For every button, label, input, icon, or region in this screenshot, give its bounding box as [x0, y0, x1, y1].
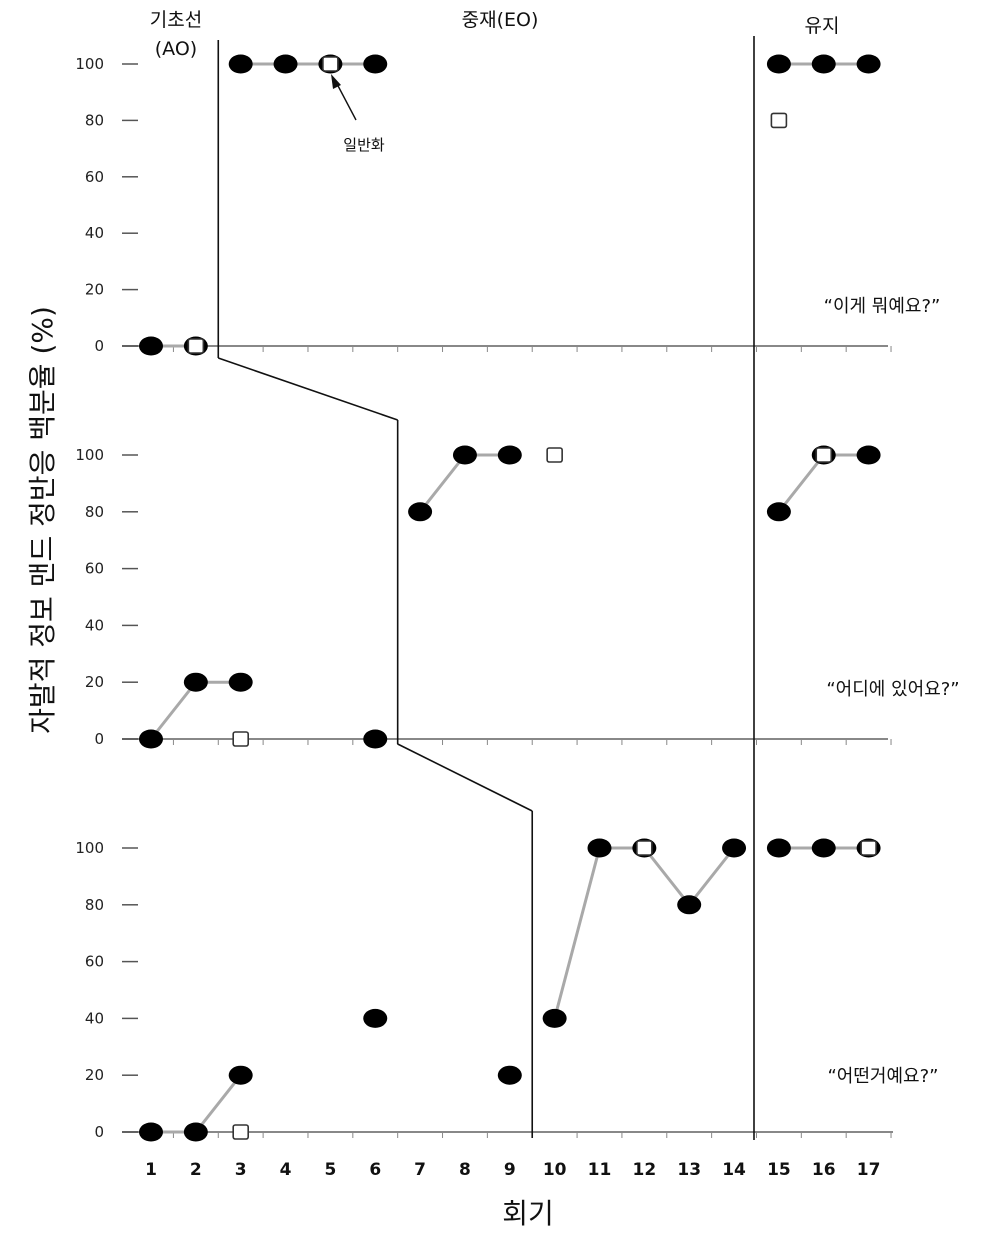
panel-2-point-session-9: [497, 445, 522, 465]
panel-2-y-tick-label-40: 40: [85, 616, 104, 634]
panel-1-point-session-4: [273, 54, 298, 74]
panel-1-point-session-16: [811, 54, 836, 74]
panel-2-y-tick-label-0: 0: [94, 730, 104, 748]
phase-label-baseline-line1: 기초선: [150, 9, 202, 31]
panel-2-point-session-2: [183, 672, 208, 692]
panel-2-generalization-probe-session-10: [546, 447, 563, 463]
x-tick-label-1: 1: [145, 1160, 157, 1180]
panel-2-y-tick-label-20: 20: [85, 673, 104, 691]
panel-1-question: “이게 뭐예요?”: [824, 296, 941, 317]
x-tick-label-12: 12: [633, 1160, 657, 1180]
panel-1-y-tick-label-100: 100: [75, 55, 104, 73]
panel-2-point-session-6: [363, 729, 388, 749]
panel-3-y-tick-label-80: 80: [85, 896, 104, 914]
x-tick-label-14: 14: [722, 1160, 746, 1180]
panel-3-question: “어떤거예요?”: [827, 1066, 938, 1087]
panel-3-point-session-10: [542, 1008, 567, 1028]
panel-2-y-tick-label-80: 80: [85, 503, 104, 521]
panel-3-point-session-2: [183, 1122, 208, 1142]
panel-3-point-session-9: [497, 1065, 522, 1085]
panel-1-point-session-17: [856, 54, 881, 74]
panel-2-generalization-probe-session-3: [232, 731, 249, 747]
y-axis-label: 자발적 정보 맨드 정반응 백분율 (%): [26, 306, 59, 734]
generalization-annotation: 일반화: [343, 136, 385, 154]
x-tick-label-3: 3: [235, 1160, 247, 1180]
panel-1-y-tick-label-40: 40: [85, 224, 104, 242]
panel-3-y-tick-label-60: 60: [85, 953, 104, 971]
annotation-arrow-shaft: [335, 81, 357, 121]
panel-2-point-session-8: [452, 445, 477, 465]
panel-1-generalization-probe-session-15: [770, 112, 788, 129]
x-tick-label-2: 2: [190, 1160, 202, 1180]
annotation-arrowhead: [331, 74, 341, 89]
panel-2-point-session-17: [856, 445, 881, 465]
panel-3-y-tick-label-40: 40: [85, 1009, 104, 1027]
panel-3-y-tick-label-0: 0: [94, 1123, 104, 1141]
x-tick-label-8: 8: [459, 1160, 471, 1180]
panel-2-point-session-3: [228, 672, 253, 692]
panel-2-generalization-probe-session-16: [815, 447, 833, 463]
panel-2-y-tick-label-100: 100: [75, 446, 104, 464]
panel-3-generalization-probe-session-3: [232, 1124, 249, 1140]
panel-3-point-session-6: [363, 1008, 388, 1028]
x-tick-label-9: 9: [504, 1160, 516, 1180]
panel-3-point-session-15: [766, 838, 791, 858]
panel-1-y-tick-label-80: 80: [85, 111, 104, 129]
panel-3-y-tick-label-20: 20: [85, 1066, 104, 1084]
panel-1-point-session-15: [766, 54, 791, 74]
x-tick-label-4: 4: [280, 1160, 292, 1180]
x-tick-label-15: 15: [767, 1160, 791, 1180]
panel-1-y-tick-label-20: 20: [85, 281, 104, 299]
x-tick-label-5: 5: [324, 1160, 336, 1180]
panel-3-point-session-16: [811, 838, 836, 858]
x-tick-label-6: 6: [369, 1160, 381, 1180]
panel-3-point-session-3: [228, 1065, 253, 1085]
x-tick-label-17: 17: [857, 1160, 881, 1180]
x-axis-label: 회기: [502, 1197, 554, 1230]
panel-3-point-session-14: [722, 838, 747, 858]
x-tick-label-7: 7: [414, 1160, 426, 1180]
panel-2-point-session-1: [139, 729, 163, 749]
panel-1-point-session-6: [363, 54, 388, 74]
panel-2-question: “어디에 있어요?”: [826, 679, 959, 700]
phase-change-connector-1-2: [218, 357, 398, 421]
phase-label-baseline-line2: (AO): [155, 38, 197, 60]
panel-1-generalization-probe-session-2: [187, 338, 205, 354]
panel-2-point-session-7: [408, 502, 433, 522]
x-tick-label-16: 16: [812, 1160, 836, 1180]
panel-3-series-line-4: [553, 846, 736, 1019]
panel-1-generalization-probe-session-5: [322, 56, 339, 72]
x-tick-label-11: 11: [588, 1160, 612, 1180]
panel-3-generalization-probe-session-17: [860, 840, 877, 856]
phase-label-maintenance: 유지: [805, 15, 840, 37]
panel-1-y-tick-label-0: 0: [94, 337, 104, 355]
panel-1-point-session-3: [228, 54, 253, 74]
panel-3-y-tick-label-100: 100: [75, 839, 104, 857]
x-tick-label-10: 10: [543, 1160, 567, 1180]
x-tick-label-13: 13: [677, 1160, 701, 1180]
panel-2-y-tick-label-60: 60: [85, 560, 104, 578]
panel-1-y-tick-label-60: 60: [85, 168, 104, 186]
panel-1-point-session-1: [139, 336, 163, 356]
panel-3-generalization-probe-session-12: [636, 840, 653, 856]
phase-change-connector-2-3: [397, 743, 533, 812]
panel-3-point-session-13: [677, 895, 702, 915]
panel-2-point-session-15: [766, 502, 791, 522]
panel-3-point-session-11: [587, 838, 612, 858]
panel-3-point-session-1: [139, 1122, 163, 1142]
phase-label-intervention: 중재(EO): [462, 9, 539, 31]
